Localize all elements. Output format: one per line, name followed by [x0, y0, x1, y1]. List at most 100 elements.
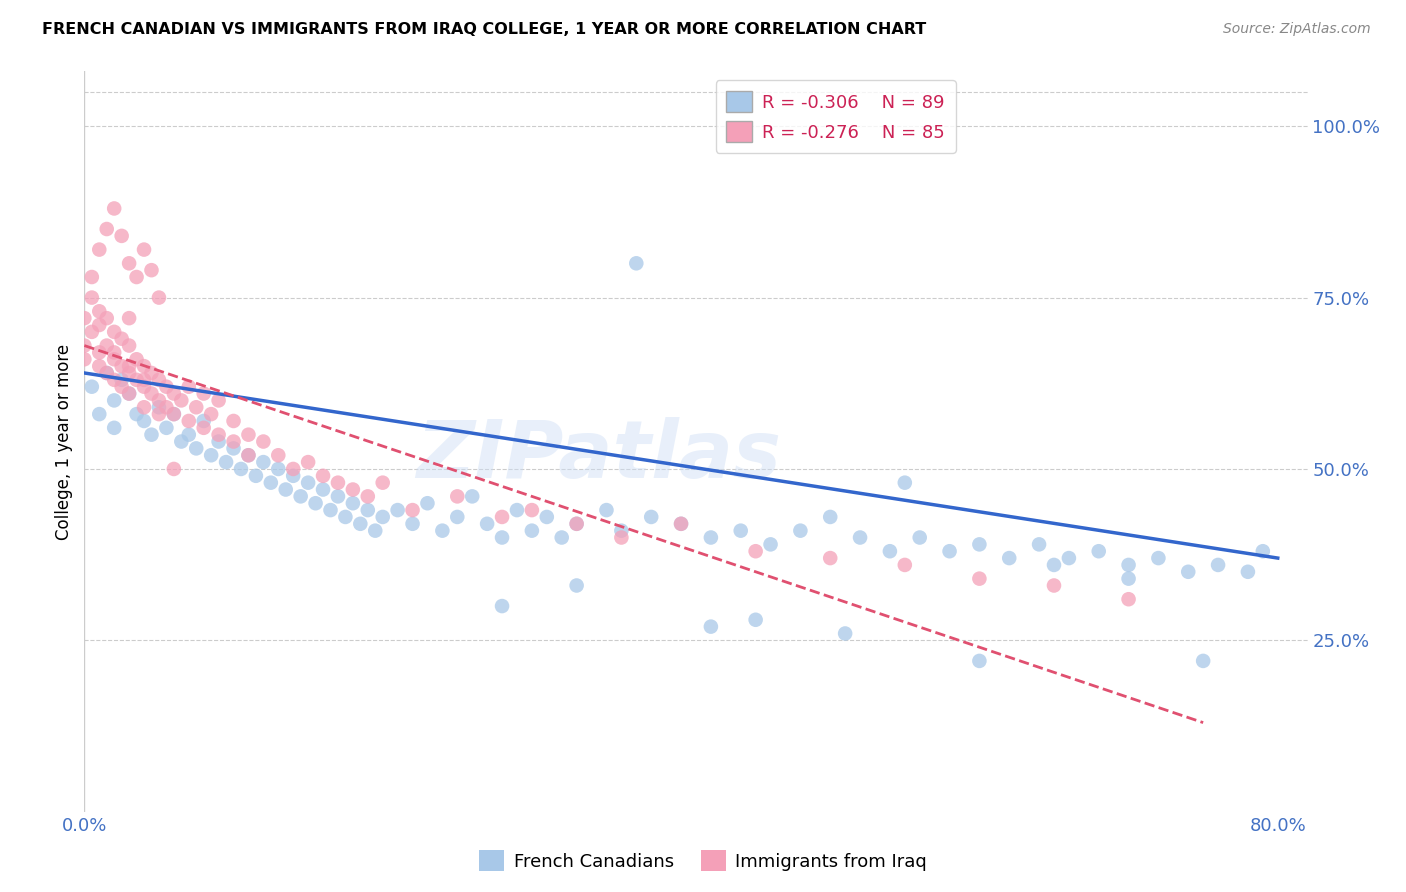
Point: [1192, 654, 1215, 668]
Point: [89, 407, 111, 421]
Point: [818, 551, 841, 566]
Point: [141, 386, 163, 401]
Point: [312, 468, 335, 483]
Point: [111, 380, 134, 394]
Point: [789, 524, 811, 538]
Point: [96, 366, 118, 380]
Point: [163, 407, 186, 421]
Point: [274, 483, 297, 497]
Point: [730, 524, 752, 538]
Point: [565, 516, 588, 531]
Point: [491, 531, 513, 545]
Point: [73, 352, 96, 367]
Point: [879, 544, 901, 558]
Point: [565, 516, 588, 531]
Point: [80, 270, 103, 285]
Point: [103, 345, 125, 359]
Point: [238, 448, 260, 462]
Point: [111, 373, 134, 387]
Point: [96, 366, 118, 380]
Point: [207, 434, 229, 449]
Point: [89, 345, 111, 359]
Point: [103, 393, 125, 408]
Point: [132, 373, 155, 387]
Point: [163, 407, 186, 421]
Point: [89, 318, 111, 332]
Point: [1118, 558, 1140, 572]
Point: [207, 427, 229, 442]
Point: [536, 510, 558, 524]
Point: [349, 516, 371, 531]
Point: [89, 304, 111, 318]
Point: [1028, 537, 1050, 551]
Point: [73, 338, 96, 352]
Point: [148, 407, 170, 421]
Legend: French Canadians, Immigrants from Iraq: French Canadians, Immigrants from Iraq: [472, 843, 934, 879]
Point: [215, 455, 238, 469]
Point: [96, 222, 118, 236]
Point: [260, 475, 283, 490]
Point: [148, 393, 170, 408]
Point: [118, 311, 141, 326]
Point: [80, 291, 103, 305]
Point: [969, 537, 991, 551]
Point: [371, 510, 394, 524]
Point: [290, 489, 312, 503]
Point: [80, 380, 103, 394]
Point: [312, 483, 335, 497]
Point: [118, 386, 141, 401]
Point: [103, 421, 125, 435]
Point: [103, 325, 125, 339]
Y-axis label: College, 1 year or more: College, 1 year or more: [55, 343, 73, 540]
Point: [118, 386, 141, 401]
Point: [132, 380, 155, 394]
Point: [252, 455, 274, 469]
Point: [894, 475, 917, 490]
Point: [141, 366, 163, 380]
Point: [118, 359, 141, 373]
Point: [283, 462, 305, 476]
Point: [1237, 565, 1260, 579]
Point: [938, 544, 960, 558]
Point: [193, 414, 215, 428]
Point: [446, 510, 468, 524]
Point: [163, 462, 186, 476]
Point: [148, 401, 170, 415]
Point: [1118, 572, 1140, 586]
Point: [118, 338, 141, 352]
Point: [96, 311, 118, 326]
Point: [357, 503, 380, 517]
Point: [998, 551, 1021, 566]
Point: [759, 537, 782, 551]
Point: [640, 510, 662, 524]
Point: [80, 325, 103, 339]
Point: [297, 475, 319, 490]
Point: [744, 613, 766, 627]
Point: [416, 496, 439, 510]
Point: [245, 468, 267, 483]
Point: [401, 516, 423, 531]
Point: [148, 291, 170, 305]
Text: Source: ZipAtlas.com: Source: ZipAtlas.com: [1223, 22, 1371, 37]
Point: [103, 352, 125, 367]
Point: [141, 263, 163, 277]
Point: [125, 270, 148, 285]
Point: [170, 393, 193, 408]
Point: [186, 401, 208, 415]
Point: [1087, 544, 1109, 558]
Point: [551, 531, 574, 545]
Point: [475, 516, 498, 531]
Point: [222, 434, 245, 449]
Point: [491, 510, 513, 524]
Point: [744, 544, 766, 558]
Point: [969, 572, 991, 586]
Point: [595, 503, 617, 517]
Point: [200, 407, 222, 421]
Point: [89, 243, 111, 257]
Point: [163, 386, 186, 401]
Point: [364, 524, 387, 538]
Point: [155, 401, 177, 415]
Point: [267, 448, 290, 462]
Point: [432, 524, 454, 538]
Point: [238, 427, 260, 442]
